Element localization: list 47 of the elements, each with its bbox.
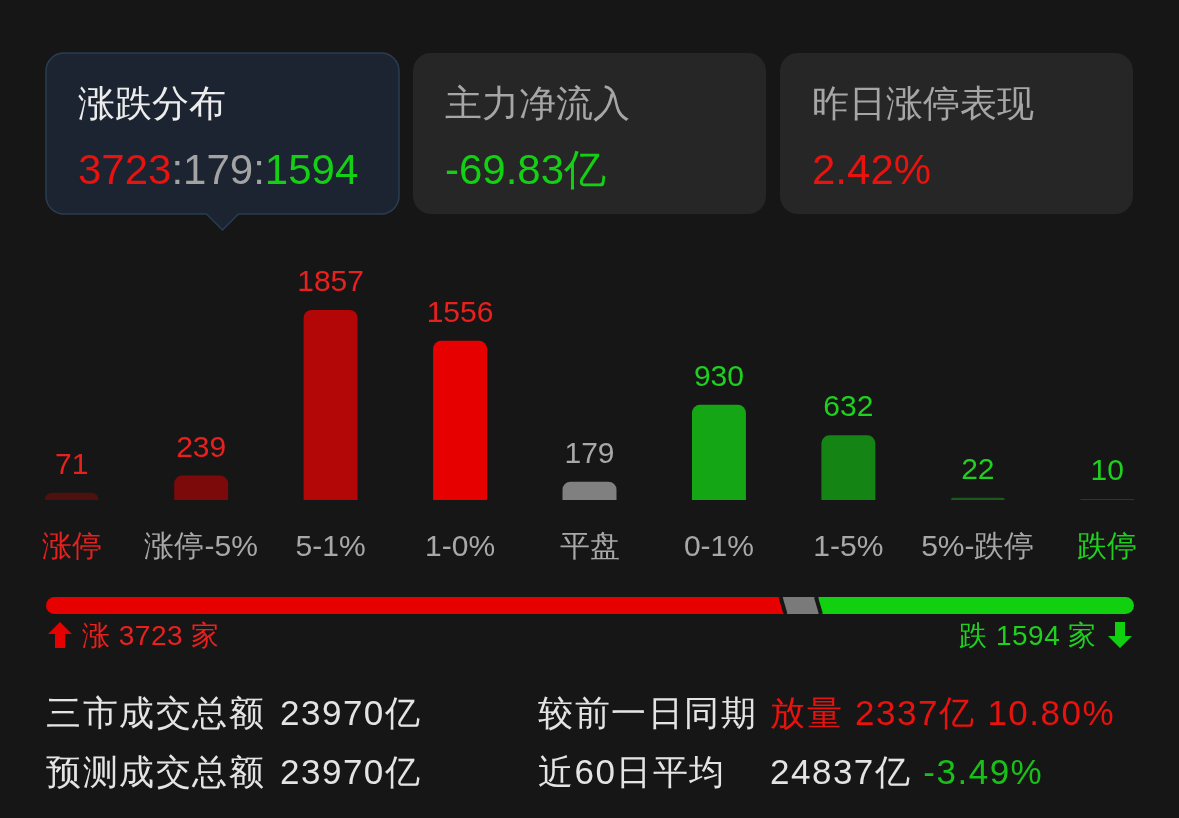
text: 放量 xyxy=(770,693,843,732)
text: 3723 xyxy=(78,146,172,193)
text: 较前一日同期 xyxy=(538,693,757,732)
x-tick-label: 1-5% xyxy=(813,529,884,562)
x-tick-label: 1-0% xyxy=(425,529,496,562)
x-tick-label: 0-1% xyxy=(683,529,754,562)
text: 1594 xyxy=(264,146,359,193)
bar xyxy=(44,492,99,500)
data-label: 1556 xyxy=(426,294,494,328)
bar xyxy=(562,481,617,500)
text: 昨日涨停表现 xyxy=(812,83,1034,124)
data-label: 71 xyxy=(55,446,89,480)
text: 涨跌分布 xyxy=(78,83,226,124)
data-label: 22 xyxy=(961,451,995,485)
x-tick-label: 涨停 xyxy=(41,529,102,562)
text: 预测成交总额 xyxy=(46,752,265,791)
data-label: 涨 3723 家 xyxy=(82,620,220,651)
x-tick-label: 跌停 xyxy=(1077,529,1138,562)
data-label: 1857 xyxy=(297,264,364,297)
text: :179: xyxy=(171,146,265,193)
text: 三市成交总额 xyxy=(46,693,265,732)
text: 主力净流入 xyxy=(445,83,630,124)
x-tick-label: 5-1% xyxy=(295,529,366,562)
text: 24837亿 xyxy=(770,752,912,791)
data-label: 跌 1594 家 xyxy=(959,620,1097,651)
data-label: 239 xyxy=(176,429,227,463)
text: 23970亿 xyxy=(280,693,422,732)
text: 2337亿 xyxy=(855,693,976,732)
text: 2.42% xyxy=(812,146,932,193)
bar xyxy=(174,475,229,500)
bar xyxy=(950,497,1005,500)
text: 10.80% xyxy=(987,693,1116,732)
text: 近60日平均 xyxy=(538,752,726,791)
text: -3.49% xyxy=(923,752,1044,791)
text: -69.83亿 xyxy=(445,146,607,193)
data-label: 930 xyxy=(693,358,744,392)
bar xyxy=(303,310,358,500)
bar xyxy=(821,435,876,500)
x-tick-label: 平盘 xyxy=(559,529,620,562)
x-tick-label: 5%-跌停 xyxy=(921,529,1035,562)
data-label: 10 xyxy=(1090,452,1124,486)
data-label: 179 xyxy=(564,435,615,469)
bar xyxy=(433,340,488,500)
data-label: 632 xyxy=(823,389,874,423)
bar xyxy=(691,404,746,500)
x-tick-label: 涨停-5% xyxy=(144,529,258,562)
text: 23970亿 xyxy=(280,752,422,791)
